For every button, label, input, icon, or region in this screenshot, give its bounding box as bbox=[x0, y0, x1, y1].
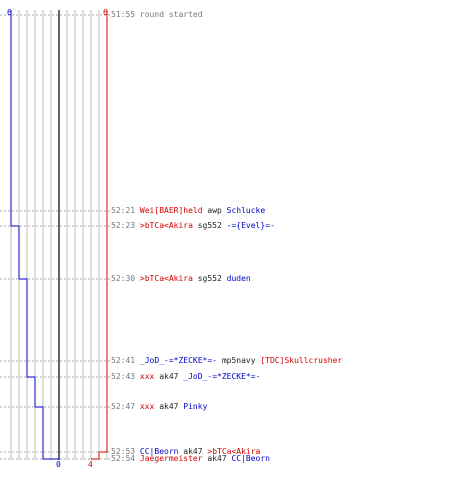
event-killer: >bTCa<Akira bbox=[139, 274, 193, 283]
event-time: 52:23 bbox=[111, 221, 136, 230]
event-killer: Jaegermeister bbox=[139, 454, 203, 463]
event-weapon: ak47 bbox=[207, 454, 227, 463]
blue-team-line bbox=[10, 10, 59, 460]
event-victim: CC|Beorn bbox=[231, 454, 270, 463]
event-victim: _JoD_-=*ZECKE*=- bbox=[183, 372, 261, 381]
event-victim: >bTCa<Akira bbox=[207, 447, 261, 456]
event-time: 51:55 bbox=[111, 10, 136, 19]
red-team-line bbox=[91, 10, 108, 460]
red-start-count: 6 bbox=[103, 8, 108, 17]
blue-end-count: 0 bbox=[56, 460, 61, 469]
event-time: 52:54 bbox=[111, 454, 136, 463]
event-row: 52:47 xxx ak47 Pinky bbox=[111, 402, 207, 412]
event-weapon: mp5navy bbox=[221, 356, 256, 365]
event-row: 52:54 Jaegermeister ak47 CC|Beorn bbox=[111, 454, 270, 464]
event-victim: [TDC]Skullcrusher bbox=[260, 356, 343, 365]
red-end-count: 4 bbox=[88, 460, 93, 469]
event-killer: Wei[BAER]held bbox=[139, 206, 203, 215]
event-system-message: round started bbox=[139, 10, 203, 19]
event-row: 52:21 Wei[BAER]held awp Schlucke bbox=[111, 206, 265, 216]
event-row: 51:55 round started bbox=[111, 10, 203, 20]
event-killer: >bTCa<Akira bbox=[139, 221, 193, 230]
event-weapon: awp bbox=[207, 206, 222, 215]
event-row: 52:30 >bTCa<Akira sg552 duden bbox=[111, 274, 251, 284]
event-weapon: ak47 bbox=[159, 372, 179, 381]
event-victim: Pinky bbox=[183, 402, 208, 411]
event-time: 52:53 bbox=[111, 447, 136, 456]
event-time: 52:43 bbox=[111, 372, 136, 381]
event-row: 52:43 xxx ak47 _JoD_-=*ZECKE*=- bbox=[111, 372, 260, 382]
event-row: 52:53 CC|Beorn ak47 >bTCa<Akira bbox=[111, 447, 260, 457]
event-killer: xxx bbox=[139, 372, 155, 381]
event-row: 52:41 _JoD_-=*ZECKE*=- mp5navy [TDC]Skul… bbox=[111, 356, 342, 366]
event-weapon: sg552 bbox=[197, 221, 222, 230]
event-killer: CC|Beorn bbox=[139, 447, 179, 456]
event-weapon: ak47 bbox=[159, 402, 179, 411]
event-time: 52:41 bbox=[111, 356, 136, 365]
event-killer: xxx bbox=[139, 402, 155, 411]
event-victim: -={Evel}=- bbox=[226, 221, 275, 230]
event-killer: _JoD_-=*ZECKE*=- bbox=[139, 356, 217, 365]
event-time: 52:30 bbox=[111, 274, 136, 283]
event-weapon: sg552 bbox=[197, 274, 222, 283]
event-weapon: ak47 bbox=[183, 447, 203, 456]
event-time: 52:47 bbox=[111, 402, 136, 411]
event-row: 52:23 >bTCa<Akira sg552 -={Evel}=- bbox=[111, 221, 275, 231]
event-victim: Schlucke bbox=[226, 206, 266, 215]
blue-start-count: 6 bbox=[7, 8, 12, 17]
event-time: 52:21 bbox=[111, 206, 136, 215]
event-victim: duden bbox=[226, 274, 251, 283]
